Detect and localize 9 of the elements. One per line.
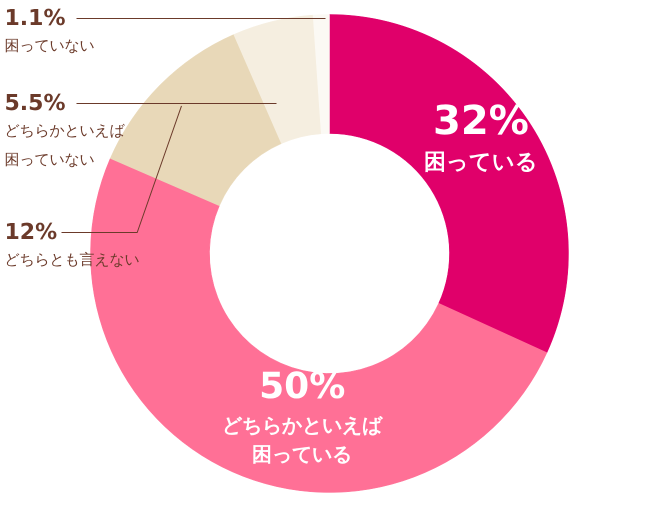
data-label: 32% bbox=[433, 98, 529, 144]
slice-label: どちらかといえば困っていない bbox=[4, 122, 126, 168]
slice-label: 困っていない bbox=[4, 36, 94, 54]
slice-label: どちらかといえば困っている bbox=[222, 413, 384, 466]
slice-label: 困っている bbox=[424, 150, 538, 176]
data-label: 5.5% bbox=[4, 91, 66, 116]
data-label: 50% bbox=[259, 366, 346, 408]
data-label: 12% bbox=[4, 220, 58, 245]
data-label: 1.1% bbox=[4, 6, 66, 31]
